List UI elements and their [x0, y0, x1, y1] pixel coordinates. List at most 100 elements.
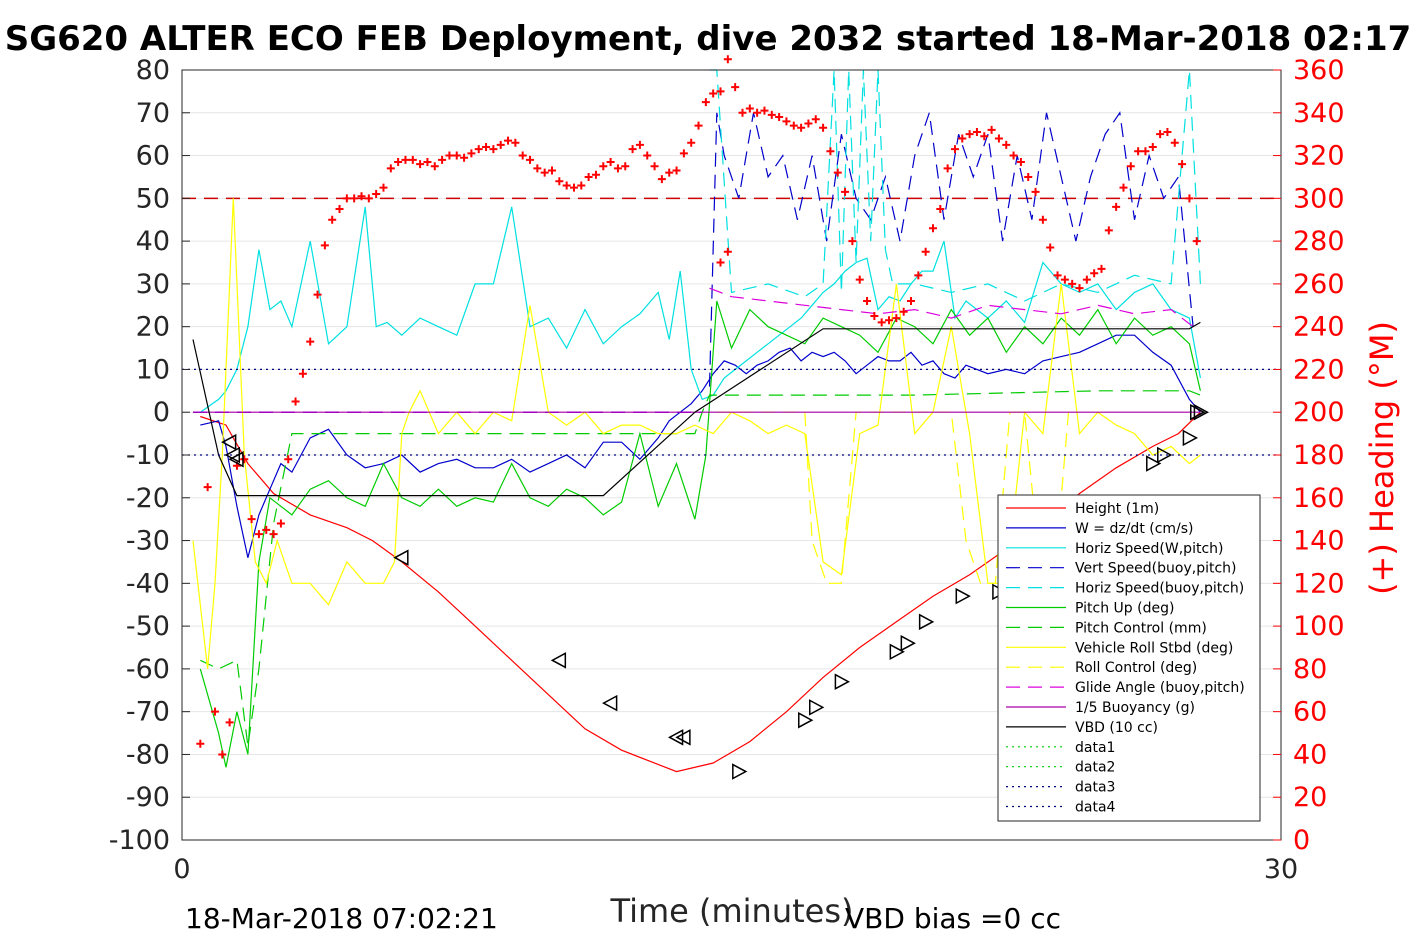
heading-point	[584, 172, 593, 181]
heading-point	[335, 205, 344, 214]
heading-point	[460, 153, 469, 162]
heading-point	[350, 194, 359, 203]
y2-tick-label: 360	[1293, 55, 1345, 86]
x-axis-label: Time (minutes)	[610, 892, 854, 930]
y-tick-label: 80	[136, 55, 170, 86]
legend-label: data3	[1075, 780, 1115, 796]
heading-point	[1060, 275, 1069, 284]
heading-point	[606, 157, 615, 166]
heading-point	[1038, 215, 1047, 224]
heading-point	[247, 515, 256, 524]
heading-point	[833, 168, 842, 177]
y-tick-label: -10	[126, 440, 170, 471]
y2-tick-label: 20	[1293, 782, 1327, 813]
y-tick-label: -70	[126, 697, 170, 728]
horiz-speed-w-pitch-line	[199, 206, 1201, 413]
heading-point	[1141, 147, 1150, 156]
heading-point	[1163, 128, 1172, 137]
y2-tick-label: 320	[1293, 141, 1345, 172]
footer-timestamp: 18-Mar-2018 07:02:21	[185, 902, 498, 935]
heading-point	[1119, 183, 1128, 192]
heading-point	[958, 134, 967, 143]
heading-point	[430, 162, 439, 171]
y-tick-label: 30	[136, 269, 170, 300]
heading-point	[665, 168, 674, 177]
heading-point	[489, 145, 498, 154]
heading-point	[767, 110, 776, 119]
heading-point	[269, 530, 278, 539]
y2-tick-label: 200	[1293, 397, 1345, 428]
heading-point	[943, 164, 952, 173]
heading-point	[1024, 172, 1033, 181]
depth-marker	[732, 763, 748, 780]
heading-point	[885, 316, 894, 325]
y2-tick-label: 260	[1293, 269, 1345, 300]
x-tick-label: 0	[173, 854, 190, 885]
depth-marker	[667, 729, 684, 746]
heading-point	[1170, 138, 1179, 147]
depth-marker	[228, 451, 244, 468]
legend-label: Horiz Speed(W,pitch)	[1075, 541, 1223, 557]
heading-point	[1053, 271, 1062, 280]
glide-angle-buoy-pitch-line	[709, 287, 1194, 328]
heading-point	[342, 194, 351, 203]
right-axis-label: (+) Heading (°M)	[1363, 321, 1401, 595]
legend-label: data2	[1075, 760, 1115, 776]
legend-label: Vehicle Roll Stbd (deg)	[1075, 640, 1233, 656]
heading-point	[621, 162, 630, 171]
depth-marker	[955, 587, 971, 605]
legend-label: data1	[1075, 740, 1115, 756]
heading-point	[1031, 187, 1040, 196]
legend-label: Glide Angle (buoy,pitch)	[1075, 680, 1245, 696]
heading-point	[980, 132, 989, 141]
depth-marker	[798, 711, 814, 729]
legend-label: Roll Control (deg)	[1075, 660, 1197, 676]
heading-point	[1002, 140, 1011, 149]
heading-point	[254, 530, 263, 539]
legend-label: Pitch Up (deg)	[1075, 601, 1174, 617]
pitch-up-deg-line	[199, 300, 1201, 768]
heading-point	[225, 718, 234, 727]
heading-point	[650, 162, 659, 171]
legend-label: Pitch Control (mm)	[1075, 620, 1207, 636]
legend-label: Vert Speed(buoy,pitch)	[1075, 561, 1237, 577]
heading-point	[416, 160, 425, 169]
heading-point	[511, 138, 520, 147]
heading-point	[723, 247, 732, 256]
y2-tick-label: 340	[1293, 98, 1345, 129]
heading-point	[423, 157, 432, 166]
heading-points	[196, 55, 1201, 759]
y2-tick-label: 240	[1293, 312, 1345, 343]
heading-point	[482, 143, 491, 151]
y-tick-label: -30	[126, 526, 170, 557]
heading-point	[240, 455, 249, 464]
heading-point	[738, 108, 747, 117]
heading-point	[328, 215, 337, 224]
heading-point	[518, 151, 527, 160]
depth-marker	[889, 643, 905, 661]
heading-point	[1192, 237, 1201, 246]
heading-point	[1112, 202, 1121, 211]
y2-tick-label: 100	[1293, 611, 1345, 642]
heading-point	[797, 123, 806, 132]
depth-marker	[1146, 455, 1162, 472]
legend-label: 1/5 Buoyancy (g)	[1075, 700, 1195, 716]
w-dz-dt-cm-s-line	[200, 334, 1201, 558]
heading-point	[643, 151, 652, 160]
depth-marker	[1189, 403, 1206, 421]
depth-marker	[834, 673, 850, 690]
heading-point	[203, 483, 212, 492]
depth-marker	[550, 652, 567, 669]
heading-point	[723, 55, 732, 64]
series-lines	[182, 69, 1281, 773]
heading-point	[1134, 147, 1143, 156]
heading-point	[1097, 264, 1106, 273]
heading-point	[408, 155, 417, 164]
heading-point	[284, 455, 293, 464]
legend: Height (1m) W = dz/dt (cm/s) Horiz Speed(W…	[997, 494, 1261, 822]
heading-point	[892, 314, 901, 323]
left-axis-ticks: 80 70 60 50 40 30 20 10 0 -10 -20 -30 -40 -50 -60 -70 -8…	[109, 55, 190, 856]
heading-point	[950, 145, 959, 154]
heading-point	[1068, 279, 1077, 288]
legend-label: VBD (10 cc)	[1075, 720, 1158, 736]
